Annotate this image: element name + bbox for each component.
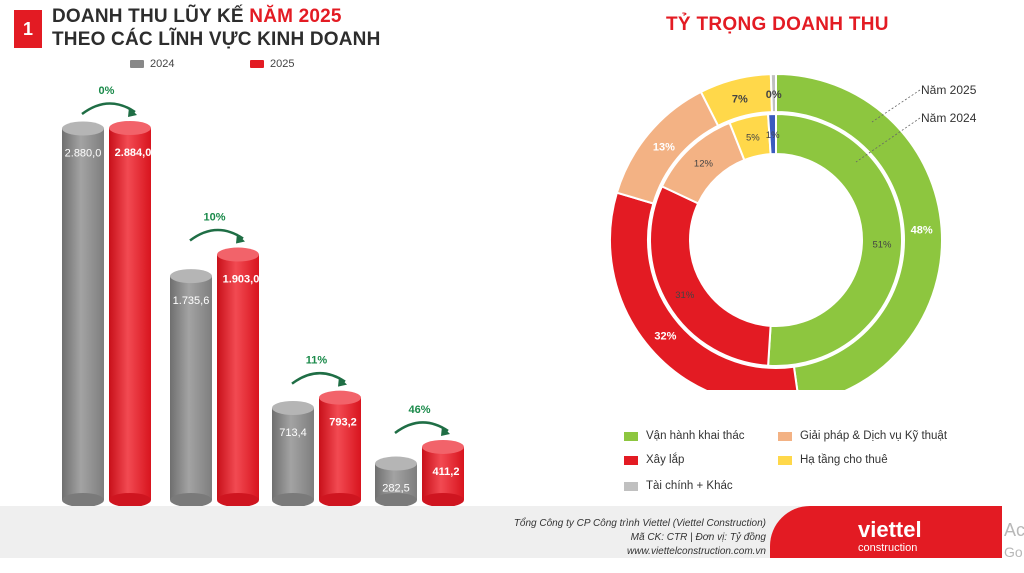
bar-2025-0 [109, 121, 151, 507]
donut-chart-title: TỶ TRỌNG DOANH THU [666, 14, 889, 35]
growth-arrowhead-icon [236, 233, 245, 244]
legend-item-2025: 2025 [250, 58, 294, 70]
outer-ring-slice-label: 7% [732, 94, 748, 106]
brand-logo-box [770, 506, 1002, 558]
footer-code: Mã CK: CTR | Đơn vị: Tỷ đồng [630, 532, 766, 543]
brand-logo-subtitle: construction [858, 542, 918, 554]
donut-legend-item: Hạ tầng cho thuê [778, 454, 888, 466]
footer-website[interactable]: www.viettelconstruction.com.vn [627, 546, 766, 557]
outer-ring-slice-label: 48% [911, 225, 933, 237]
inner-ring-slice-label: 1% [766, 130, 780, 141]
growth-arrowhead-icon [441, 425, 450, 436]
ring-callout-2024: Năm 2024 [921, 111, 977, 125]
legend-label-2025: 2025 [270, 58, 295, 70]
bar-value-label: 1.903,0 [223, 274, 260, 286]
growth-label: 0% [99, 85, 115, 97]
title-part-b: NĂM 2025 [249, 6, 342, 27]
bar-2024-0 [62, 121, 104, 507]
outer-ring-slice [775, 72, 943, 390]
legend-swatch-2025 [250, 60, 264, 68]
footer-company: Tổng Công ty CP Công trình Viettel (Viet… [513, 518, 766, 529]
donut-legend-label: Hạ tầng cho thuê [800, 454, 888, 466]
bar-2025-2 [319, 390, 361, 507]
donut-legend-swatch [624, 431, 638, 441]
inner-ring-slice-label: 12% [694, 159, 714, 170]
bar-2024-2 [272, 400, 314, 507]
donut-chart: 48% 32% 13% 7% 0% 51% 31% 12% 5% 1% [609, 72, 943, 390]
inner-ring-slice [649, 185, 772, 367]
legend-item-2024: 2024 [130, 58, 174, 70]
donut-legend-item: Xây lắp [624, 454, 684, 466]
watermark-line1: Ac [1004, 520, 1024, 540]
bar-2024-3 [375, 456, 417, 507]
growth-arrowhead-icon [338, 376, 347, 387]
page-title-line1: DOANH THU LŨY KẾ NĂM 2025 [52, 6, 342, 28]
donut-legend-label: Giải pháp & Dịch vụ Kỹ thuật [800, 430, 948, 442]
growth-arrow-icon [394, 421, 449, 434]
section-number-badge: 1 [14, 10, 42, 48]
bar-2024-1 [170, 269, 212, 507]
donut-legend-swatch [778, 431, 792, 441]
growth-label: 46% [408, 404, 430, 416]
callout-leader-2024 [855, 117, 921, 163]
donut-legend-swatch [778, 455, 792, 465]
outer-ring-slice-label: 13% [653, 141, 675, 153]
bar-value-label: 713,4 [279, 427, 307, 439]
ring-callout-2025: Năm 2025 [921, 83, 977, 97]
growth-arrow-icon [291, 371, 346, 385]
donut-legend-item: Giải pháp & Dịch vụ Kỹ thuật [778, 430, 947, 442]
inner-ring-slice-label: 51% [872, 239, 892, 250]
donut-legend-item: Tài chính + Khác [624, 480, 733, 492]
page-title-line2: THEO CÁC LĨNH VỰC KINH DOANH [52, 29, 381, 50]
donut-legend-label: Vận hành khai thác [646, 430, 745, 442]
growth-label: 11% [306, 355, 328, 367]
callout-leader-2025 [871, 89, 921, 123]
inner-ring-slice-label: 31% [675, 290, 695, 301]
bar-2025-1 [217, 247, 259, 507]
brand-logo-name: viettel [858, 517, 922, 542]
growth-label: 10% [203, 212, 225, 224]
growth-arrow-icon [81, 102, 136, 116]
outer-ring-slice [769, 72, 777, 114]
donut-legend-swatch [624, 481, 638, 491]
inner-ring-slice-label: 5% [746, 133, 760, 144]
bar-value-label: 282,5 [382, 483, 410, 495]
bar-value-label: 2.880,0 [65, 148, 102, 160]
donut-legend-swatch [624, 455, 638, 465]
bar-value-label: 1.735,6 [173, 295, 210, 307]
inner-ring-slice [767, 112, 903, 367]
bar-value-label: 793,2 [329, 417, 357, 429]
bar-value-label: 411,2 [433, 466, 460, 478]
growth-arrow-icon [189, 228, 244, 242]
watermark-line2: Go [1004, 544, 1023, 560]
legend-swatch-2024 [130, 60, 144, 68]
outer-ring-slice-label: 0% [766, 89, 782, 101]
legend-label-2024: 2024 [150, 58, 175, 70]
donut-legend-label: Xây lắp [646, 454, 685, 466]
donut-legend-item: Vận hành khai thác [624, 430, 744, 442]
bar-value-label: 2.884,0 [115, 147, 152, 159]
bar-2025-3 [422, 439, 464, 507]
title-part-a: DOANH THU LŨY KẾ [52, 6, 250, 27]
footer-info: Tổng Công ty CP Công trình Viettel (Viet… [514, 517, 766, 559]
outer-ring-slice-label: 32% [654, 330, 676, 342]
donut-legend-label: Tài chính + Khác [646, 480, 733, 492]
inner-ring-slice [767, 112, 777, 156]
growth-arrowhead-icon [128, 107, 137, 117]
bar-chart: 2.880,0 2.884,0 0% 1.735,6 1.903,0 10% 713,4 79… [62, 85, 464, 507]
